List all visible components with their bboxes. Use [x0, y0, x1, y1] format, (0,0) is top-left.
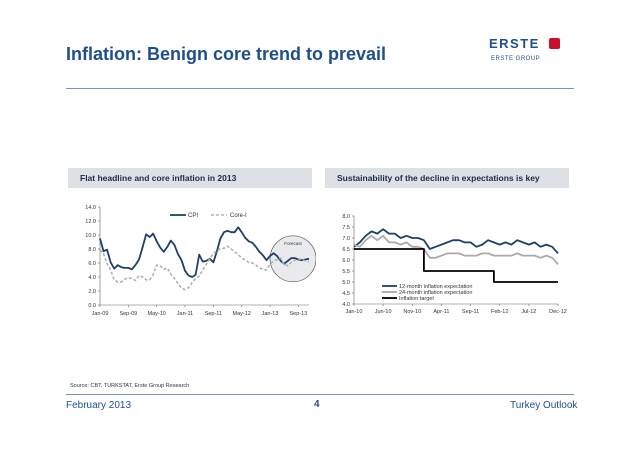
series-line-24m-expectation	[353, 234, 559, 265]
x-tick-label: Feb-12	[491, 309, 508, 315]
x-tick-label: Sep-13	[289, 311, 307, 317]
x-tick-label: Jan-13	[262, 311, 279, 317]
forecast-label: Forecast	[284, 241, 302, 246]
series-line-inflation-target	[354, 248, 558, 283]
erste-logo: ERSTE ERSTE GROUP	[489, 36, 569, 68]
y-tick-label: 12.0	[85, 219, 96, 225]
x-tick-label: Sep-11	[205, 311, 222, 317]
y-tick-label: 4.5	[342, 291, 350, 297]
series-line-12m-expectation	[353, 228, 559, 254]
y-tick-label: 5.5	[342, 269, 350, 275]
page-number: 4	[314, 399, 320, 410]
series-line-core-i	[99, 245, 310, 291]
x-tick-label: Jan-11	[177, 311, 193, 317]
x-tick-label: May-12	[233, 311, 251, 317]
x-tick-label: Dec-12	[549, 309, 567, 315]
x-tick-label: May-10	[148, 311, 166, 317]
y-tick-label: 8.0	[88, 247, 96, 253]
y-tick-label: 6.5	[342, 247, 350, 253]
x-tick-label: Apr-11	[433, 309, 449, 315]
right-chart: 4.0 4.5 5.0 5.5 6.0 6.5 7.0 7.5 8.0 Jan-10 Jun-10 N…	[342, 214, 567, 315]
x-tick-label: Jul-12	[521, 309, 536, 315]
legend-label-inflation-target: Inflation target	[399, 296, 434, 302]
x-tick-label: Jan-09	[92, 311, 109, 317]
erste-s-mark-icon	[549, 38, 560, 49]
footer-date: February 2013	[66, 400, 132, 411]
legend-label-12m-expectation: 12-month inflation expectation	[399, 284, 472, 290]
y-tick-label: 7.5	[342, 225, 350, 231]
footer-report-name: Turkey Outlook	[510, 400, 578, 411]
left-chart-title: Flat headline and core inflation in 2013	[68, 168, 312, 188]
legend-label-cpi: CPI	[188, 213, 198, 219]
left-chart: 0.0 2.0 4.0 6.0 8.0 10.0 12.0 14.0 Jan-09 Sep-09 M…	[85, 205, 316, 317]
y-tick-label: 4.0	[342, 302, 350, 308]
y-tick-label: 7.0	[342, 236, 350, 242]
y-tick-label: 2.0	[88, 289, 96, 295]
logo-word: ERSTE	[489, 36, 540, 51]
y-tick-label: 6.0	[88, 261, 96, 267]
x-tick-label: Sep-11	[462, 309, 479, 315]
page-title: Inflation: Benign core trend to prevail	[66, 44, 387, 64]
right-chart-title: Sustainability of the decline in expecta…	[325, 168, 569, 188]
y-tick-label: 0.0	[88, 303, 96, 309]
x-tick-label: Nov-10	[403, 309, 421, 315]
y-tick-label: 14.0	[85, 205, 96, 211]
legend-label-core-i: Core-I	[230, 213, 247, 219]
footer-divider	[66, 394, 574, 395]
x-tick-label: Jun-10	[375, 309, 392, 315]
y-tick-label: 5.0	[342, 280, 350, 286]
x-tick-label: Sep-09	[119, 311, 137, 317]
logo-subtitle: ERSTE GROUP	[491, 56, 541, 62]
x-tick-label: Jan-10	[346, 309, 363, 315]
source-note: Source: CBT, TURKSTAT, Erste Group Resea…	[70, 383, 190, 389]
y-tick-label: 6.0	[342, 258, 350, 264]
y-tick-label: 8.0	[342, 214, 350, 220]
legend-label-24m-expectation: 24-month inflation expectation	[399, 290, 472, 296]
header-divider	[66, 88, 574, 89]
series-line-cpi	[99, 226, 310, 278]
y-tick-label: 4.0	[88, 275, 96, 281]
y-tick-label: 10.0	[85, 233, 96, 239]
